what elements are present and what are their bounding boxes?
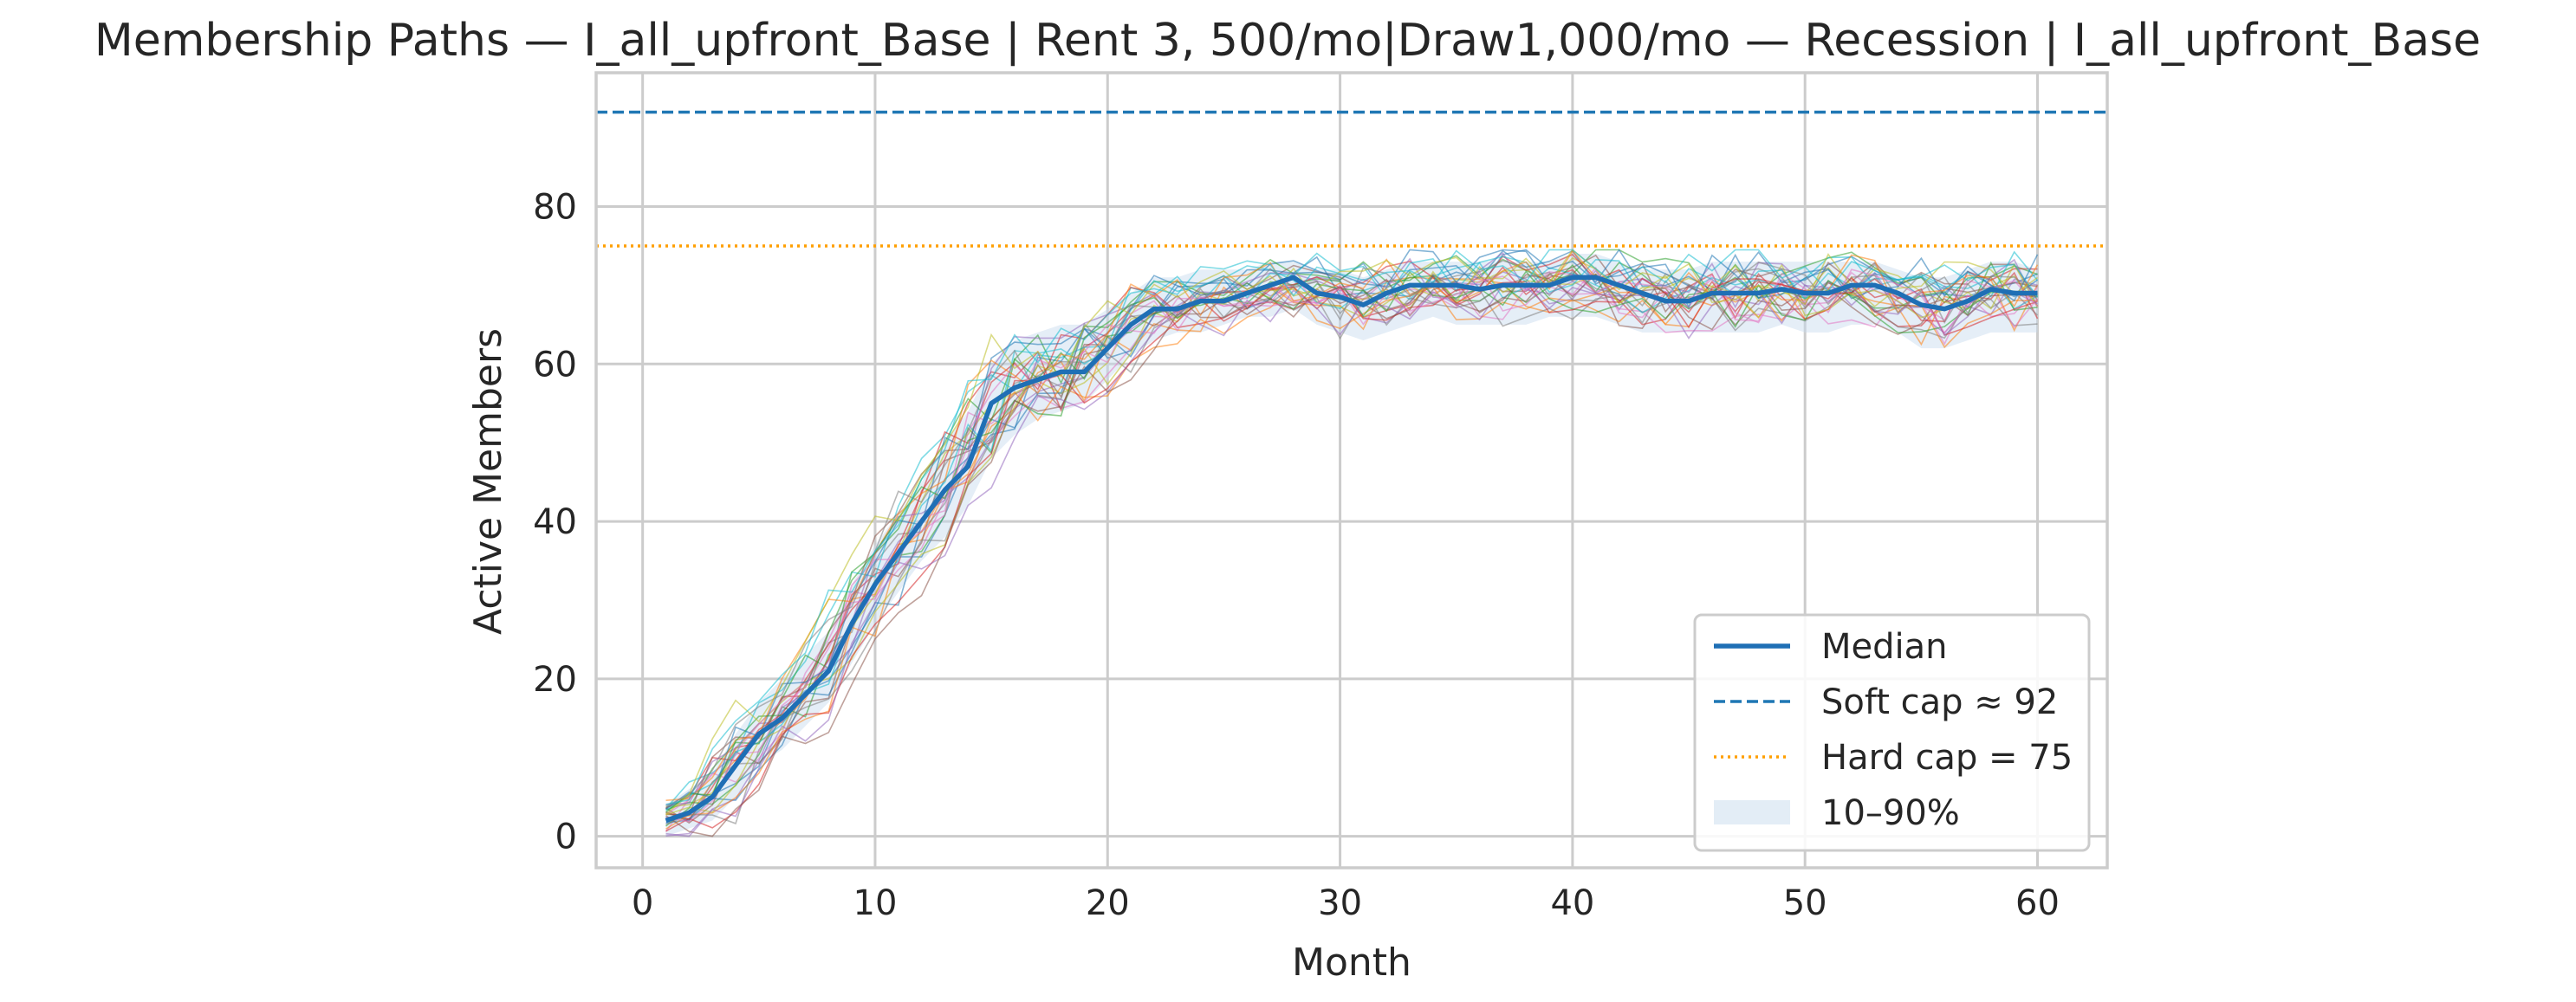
- legend-swatch-band: [1714, 800, 1790, 824]
- x-tick-label: 40: [1550, 883, 1594, 923]
- median-line: [665, 275, 2038, 824]
- y-axis-label: Active Members: [466, 328, 510, 635]
- x-tick-label: 60: [2015, 883, 2060, 923]
- x-tick-label: 20: [1086, 883, 1130, 923]
- x-tick-label: 0: [632, 883, 653, 923]
- simulated-path: [665, 249, 2039, 810]
- simulated-path: [665, 260, 2038, 807]
- simulated-path: [665, 249, 2039, 805]
- simulated-path: [665, 284, 2038, 837]
- simulated-path: [665, 249, 2038, 816]
- y-tick-label: 20: [533, 660, 577, 700]
- y-tick-label: 60: [533, 345, 577, 385]
- y-tick-label: 40: [533, 502, 577, 542]
- plot-frame: [594, 71, 2109, 869]
- simulated-path: [665, 270, 2038, 813]
- legend-label: Median: [1821, 627, 1948, 667]
- x-tick-label: 10: [853, 883, 898, 923]
- y-tick-label: 0: [555, 818, 577, 857]
- x-tick-label: 30: [1318, 883, 1362, 923]
- legend-label: 10–90%: [1821, 793, 1960, 833]
- chart-title: Membership Paths — I_all_upfront_Base | …: [94, 15, 2481, 67]
- legend-label: Hard cap = 75: [1821, 738, 2073, 778]
- x-tick-label: 50: [1783, 883, 1827, 923]
- legend-box: [1693, 613, 2091, 852]
- x-axis-label: Month: [1292, 941, 1411, 985]
- legend-label: Soft cap ≈ 92: [1821, 682, 2058, 722]
- y-tick-label: 80: [533, 188, 577, 228]
- legend: Median Soft cap ≈ 92 Hard cap = 75 10–90%: [1693, 613, 2091, 852]
